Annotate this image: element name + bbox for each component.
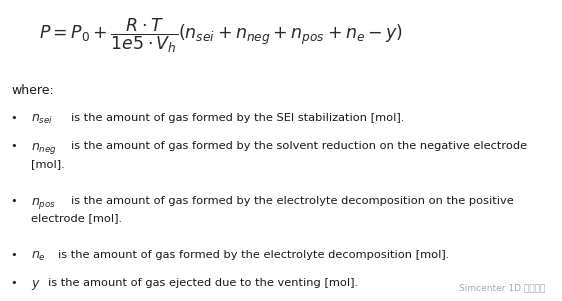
- Text: is the amount of gas formed by the SEI stabilization [mol].: is the amount of gas formed by the SEI s…: [71, 113, 405, 123]
- Text: $n_{neg}$: $n_{neg}$: [31, 141, 57, 157]
- Text: •: •: [11, 278, 17, 288]
- Text: •: •: [11, 113, 17, 123]
- Text: $n_e$: $n_e$: [31, 250, 46, 263]
- Text: is the amount of gas ejected due to the venting [mol].: is the amount of gas ejected due to the …: [48, 278, 358, 288]
- Text: •: •: [11, 250, 17, 260]
- Text: $y$: $y$: [31, 278, 41, 293]
- Text: where:: where:: [11, 84, 54, 97]
- Text: Simcenter 1D 系统仿真: Simcenter 1D 系统仿真: [459, 283, 545, 292]
- Text: is the amount of gas formed by the electrolyte decomposition on the positive: is the amount of gas formed by the elect…: [71, 196, 514, 206]
- Text: $P = P_0 + \dfrac{R \cdot T}{1e5 \cdot V_h} \left( n_{sei} + n_{neg} + n_{pos} +: $P = P_0 + \dfrac{R \cdot T}{1e5 \cdot V…: [39, 17, 404, 55]
- Text: electrode [mol].: electrode [mol].: [31, 213, 122, 223]
- Text: is the amount of gas formed by the solvent reduction on the negative electrode: is the amount of gas formed by the solve…: [71, 141, 528, 151]
- Text: •: •: [11, 141, 17, 151]
- Text: $n_{sei}$: $n_{sei}$: [31, 113, 53, 126]
- Text: $n_{pos}$: $n_{pos}$: [31, 196, 56, 211]
- Text: •: •: [11, 196, 17, 206]
- Text: is the amount of gas formed by the electrolyte decomposition [mol].: is the amount of gas formed by the elect…: [58, 250, 449, 260]
- Text: [mol].: [mol].: [31, 159, 65, 169]
